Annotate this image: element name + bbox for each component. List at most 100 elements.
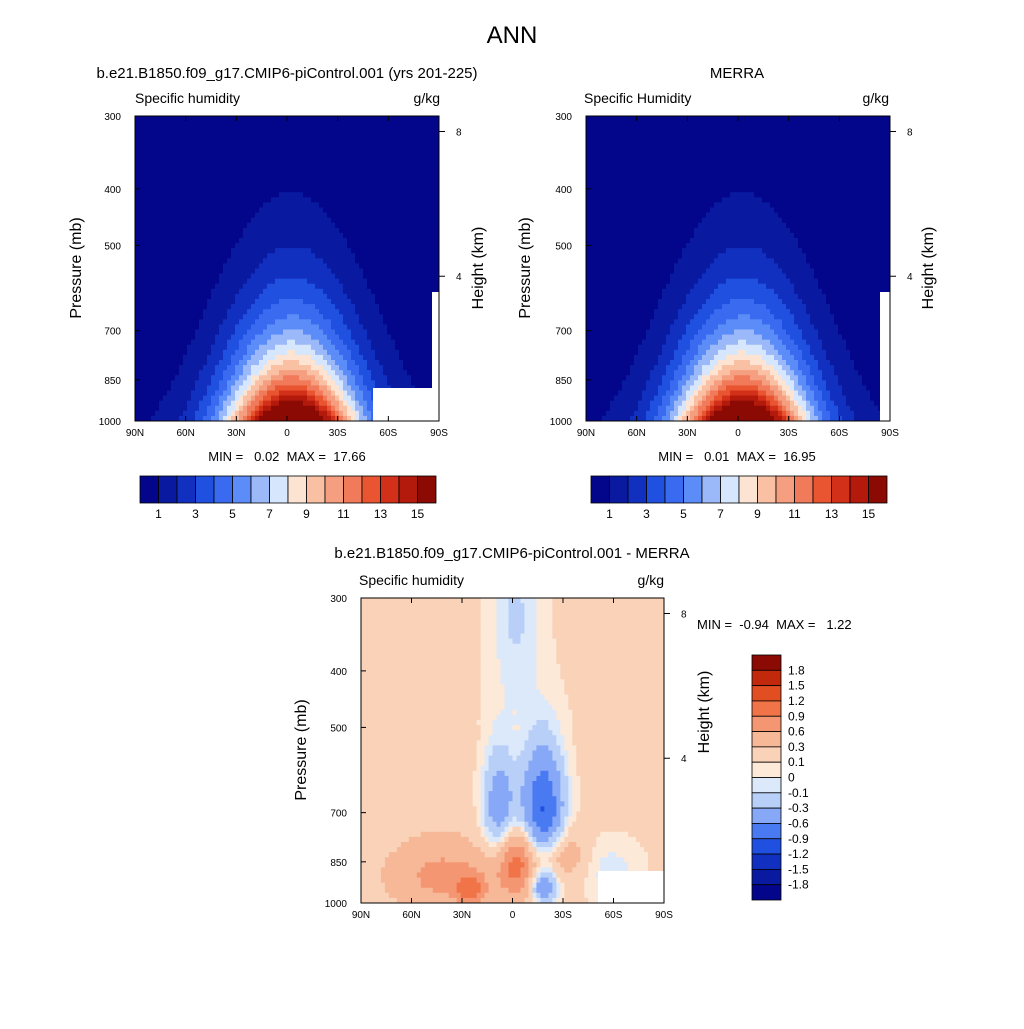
- panel-model-cell: [139, 223, 144, 229]
- panel-model-cell: [399, 340, 404, 346]
- panel-model-cell: [323, 167, 328, 173]
- panel-model-cell: [391, 324, 396, 330]
- panel-model-cell: [211, 228, 216, 234]
- panel-model-cell: [235, 406, 240, 412]
- panel-model-cell: [299, 157, 304, 163]
- panel-merra-cell: [774, 126, 779, 132]
- panel-merra-cell: [866, 126, 871, 132]
- panel-model-cell: [291, 228, 296, 234]
- panel-model-cell: [267, 167, 272, 173]
- panel-model-cell: [367, 365, 372, 371]
- panel-model-cell: [183, 152, 188, 158]
- panel-model-colorbar-box: [251, 476, 270, 503]
- panel-model-cell: [227, 335, 232, 341]
- panel-model-cell: [355, 147, 360, 153]
- panel-model-cell: [391, 192, 396, 198]
- panel-model-cell: [191, 116, 196, 122]
- panel-model-cell: [291, 294, 296, 300]
- panel-model-cell: [391, 274, 396, 280]
- panel-model-cell: [303, 208, 308, 214]
- panel-model-cell: [387, 253, 392, 259]
- panel-model-cell: [399, 365, 404, 371]
- panel-model-cell: [159, 335, 164, 341]
- panel-model-cell: [303, 330, 308, 336]
- panel-model-cell: [323, 228, 328, 234]
- panel-model-cell: [187, 253, 192, 259]
- panel-model-cell: [295, 380, 300, 386]
- panel-model-cell: [159, 121, 164, 127]
- panel-merra-cell: [590, 126, 595, 132]
- panel-model-cell: [155, 411, 160, 417]
- panel-model-cell: [175, 294, 180, 300]
- panel-model-cell: [347, 182, 352, 188]
- panel-model-cell: [231, 192, 236, 198]
- panel-model-cell: [275, 121, 280, 127]
- panel-model-cell: [267, 299, 272, 305]
- panel-model-cell: [151, 319, 156, 325]
- panel-model-cell: [195, 391, 200, 397]
- panel-model-cell: [147, 238, 152, 244]
- panel-model-cell: [367, 289, 372, 295]
- panel-model-cell: [323, 406, 328, 412]
- panel-model-cell: [387, 269, 392, 275]
- panel-model-cell: [283, 330, 288, 336]
- panel-merra-cell: [650, 136, 655, 142]
- panel-model-cell: [187, 345, 192, 351]
- panel-model-cell: [419, 126, 424, 132]
- panel-model-cell: [283, 131, 288, 137]
- panel-model-cell: [263, 208, 268, 214]
- panel-model-cell: [215, 116, 220, 122]
- panel-model-cell: [335, 258, 340, 264]
- panel-model-cell: [387, 279, 392, 285]
- panel-model-cell: [311, 345, 316, 351]
- panel-model-cell: [243, 365, 248, 371]
- panel-model-cell: [355, 360, 360, 366]
- panel-model-cell: [255, 274, 260, 280]
- panel-model-cell: [251, 365, 256, 371]
- panel-model-cell: [375, 309, 380, 315]
- panel-model-cell: [395, 187, 400, 193]
- panel-model-cell: [207, 248, 212, 254]
- panel-merra-cell: [622, 126, 627, 132]
- panel-model-cell: [243, 187, 248, 193]
- panel-merra-cell: [790, 136, 795, 142]
- panel-model-cell: [179, 319, 184, 325]
- panel-model-cell: [399, 299, 404, 305]
- panel-model-cell: [291, 284, 296, 290]
- panel-model-cell: [331, 304, 336, 310]
- panel-model-cell: [379, 324, 384, 330]
- panel-model-cell: [407, 284, 412, 290]
- panel-model-cell: [427, 269, 432, 275]
- panel-model-cell: [407, 213, 412, 219]
- panel-model-cell: [215, 218, 220, 224]
- panel-model-cell: [399, 202, 404, 208]
- panel-model-cell: [307, 182, 312, 188]
- panel-model-y-tick-label: 1000: [99, 417, 122, 428]
- panel-model-cell: [355, 279, 360, 285]
- panel-model-cell: [231, 294, 236, 300]
- panel-model-cell: [371, 187, 376, 193]
- panel-model-cell: [395, 197, 400, 203]
- panel-model-cell: [259, 335, 264, 341]
- panel-model-cell: [207, 284, 212, 290]
- panel-model-cell: [295, 269, 300, 275]
- panel-model-cell: [271, 319, 276, 325]
- panel-model-cell: [135, 243, 140, 249]
- panel-merra-cell: [834, 121, 839, 127]
- panel-model-cell: [379, 355, 384, 361]
- panel-model-cell: [327, 391, 332, 397]
- panel-model-cell: [255, 406, 260, 412]
- panel-model-cell: [403, 131, 408, 137]
- panel-model-cell: [359, 365, 364, 371]
- panel-model-cell: [407, 141, 412, 147]
- panel-model-cell: [151, 126, 156, 132]
- panel-model-cell: [223, 391, 228, 397]
- panel-model-cell: [207, 208, 212, 214]
- panel-model-cell: [371, 233, 376, 239]
- panel-model-cell: [307, 324, 312, 330]
- panel-model-cell: [227, 385, 232, 391]
- panel-model-cell: [215, 401, 220, 407]
- panel-model-cell: [299, 126, 304, 132]
- panel-model-cell: [143, 126, 148, 132]
- panel-model-cell: [239, 263, 244, 269]
